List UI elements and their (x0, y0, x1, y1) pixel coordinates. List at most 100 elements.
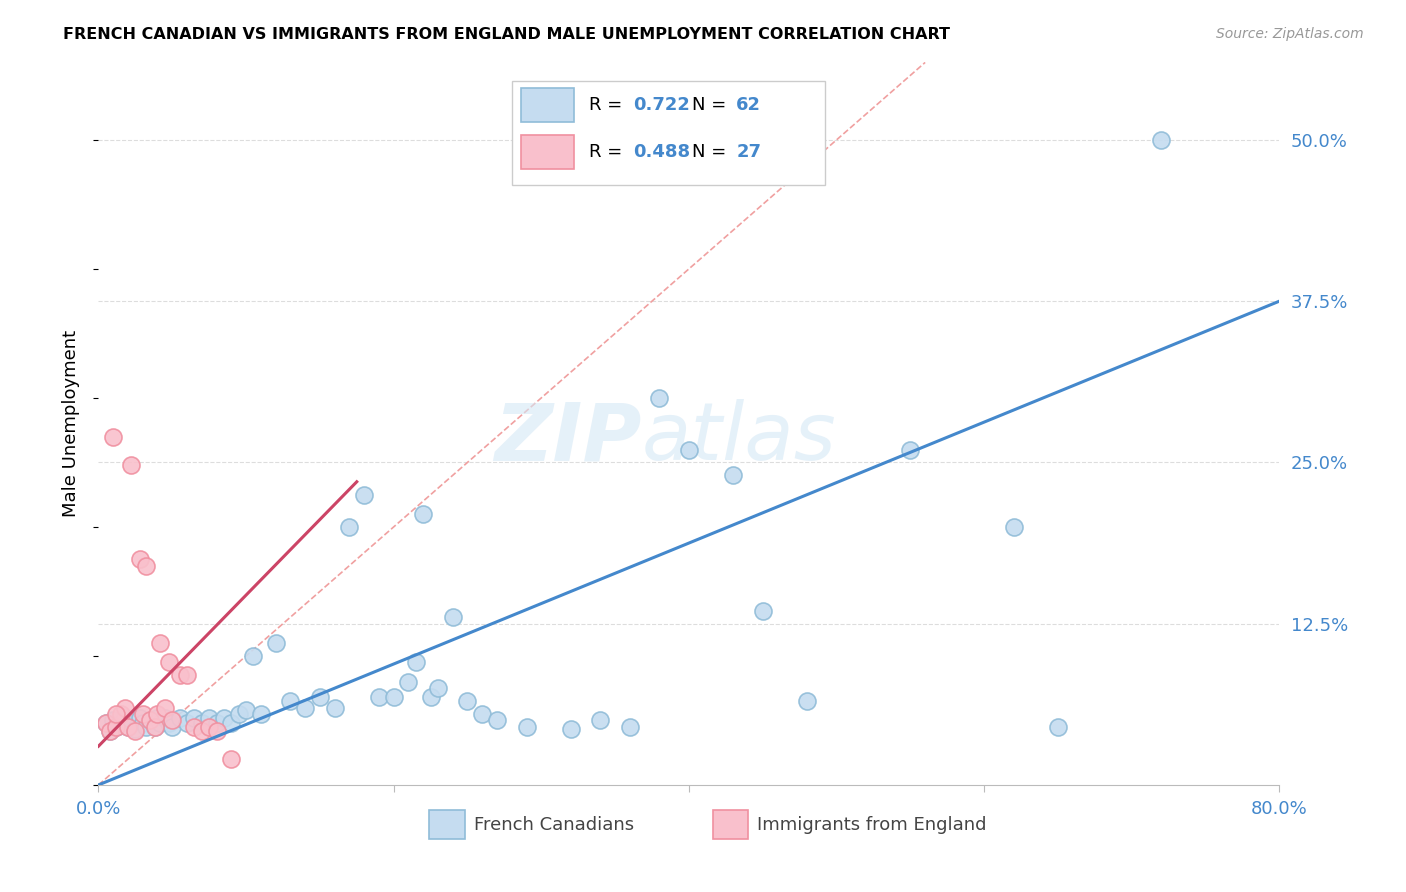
Y-axis label: Male Unemployment: Male Unemployment (62, 330, 80, 517)
Text: 0.722: 0.722 (634, 96, 690, 114)
Text: 0.488: 0.488 (634, 143, 690, 161)
Point (412, 507, 434, 521)
Point (191, 723, 214, 738)
Point (752, 604, 775, 618)
Point (353, 488, 375, 502)
Point (135, 720, 157, 734)
Point (405, 656, 427, 670)
Point (157, 716, 180, 731)
Point (323, 700, 346, 714)
Point (471, 706, 494, 721)
Point (132, 716, 155, 731)
Point (103, 714, 125, 728)
Point (648, 391, 671, 405)
Text: FRENCH CANADIAN VS IMMIGRANTS FROM ENGLAND MALE UNEMPLOYMENT CORRELATION CHART: FRENCH CANADIAN VS IMMIGRANTS FROM ENGLA… (63, 27, 950, 42)
Point (398, 674, 420, 689)
Point (98, 723, 121, 738)
Point (382, 690, 405, 705)
Text: 62: 62 (737, 96, 761, 114)
Point (98, 723, 121, 738)
Point (294, 700, 316, 714)
Point (105, 720, 128, 734)
Point (94, 716, 117, 731)
Point (132, 706, 155, 721)
Point (368, 690, 391, 705)
Point (139, 714, 162, 728)
Point (149, 716, 172, 731)
Point (198, 720, 221, 734)
Text: R =: R = (589, 143, 627, 161)
Point (117, 720, 139, 734)
Point (205, 716, 228, 731)
Point (183, 720, 205, 734)
Point (1002, 520, 1025, 534)
Text: Source: ZipAtlas.com: Source: ZipAtlas.com (1216, 27, 1364, 41)
FancyBboxPatch shape (522, 87, 575, 122)
Point (139, 714, 162, 728)
Point (1150, 133, 1173, 147)
Text: N =: N = (693, 96, 733, 114)
Point (110, 706, 132, 721)
Point (120, 714, 142, 728)
Point (427, 681, 450, 696)
Point (205, 723, 228, 738)
Point (619, 720, 641, 734)
Point (228, 706, 250, 721)
Point (242, 648, 264, 663)
Point (110, 716, 132, 731)
Point (264, 636, 287, 650)
Point (280, 694, 302, 708)
Point (105, 706, 128, 721)
Point (339, 520, 361, 534)
Point (146, 711, 169, 725)
Point (169, 668, 191, 682)
Point (153, 711, 176, 725)
Point (153, 700, 176, 714)
Point (589, 714, 612, 728)
Point (146, 706, 169, 721)
Text: 27: 27 (737, 143, 761, 161)
Point (486, 714, 509, 728)
Point (162, 714, 183, 728)
Text: atlas: atlas (641, 399, 837, 477)
Bar (713, 810, 748, 839)
Point (723, 468, 745, 483)
FancyBboxPatch shape (512, 80, 825, 186)
Point (441, 610, 464, 624)
Point (191, 716, 214, 731)
Bar (429, 810, 464, 839)
Point (250, 706, 273, 721)
Point (149, 636, 172, 650)
Text: French Canadians: French Canadians (474, 815, 634, 834)
Point (678, 442, 700, 457)
Point (105, 720, 128, 734)
Point (1046, 720, 1070, 734)
Point (176, 716, 198, 731)
Text: Immigrants from England: Immigrants from England (758, 815, 987, 834)
Point (516, 720, 538, 734)
Point (143, 720, 166, 734)
Point (103, 429, 125, 443)
Text: R =: R = (589, 96, 627, 114)
Point (162, 720, 183, 734)
Point (94, 716, 117, 731)
Point (128, 711, 150, 725)
Point (157, 656, 180, 670)
Point (124, 723, 146, 738)
Text: ZIP: ZIP (495, 399, 641, 477)
Point (117, 720, 139, 734)
Point (114, 711, 136, 725)
Point (560, 723, 582, 737)
Point (212, 711, 235, 725)
Point (128, 552, 150, 566)
Point (235, 703, 257, 717)
Point (221, 716, 243, 731)
FancyBboxPatch shape (522, 135, 575, 169)
Point (796, 694, 818, 708)
Point (114, 700, 136, 714)
Point (143, 720, 166, 734)
Point (900, 442, 922, 457)
Point (135, 558, 157, 573)
Point (457, 694, 479, 708)
Point (176, 668, 198, 682)
